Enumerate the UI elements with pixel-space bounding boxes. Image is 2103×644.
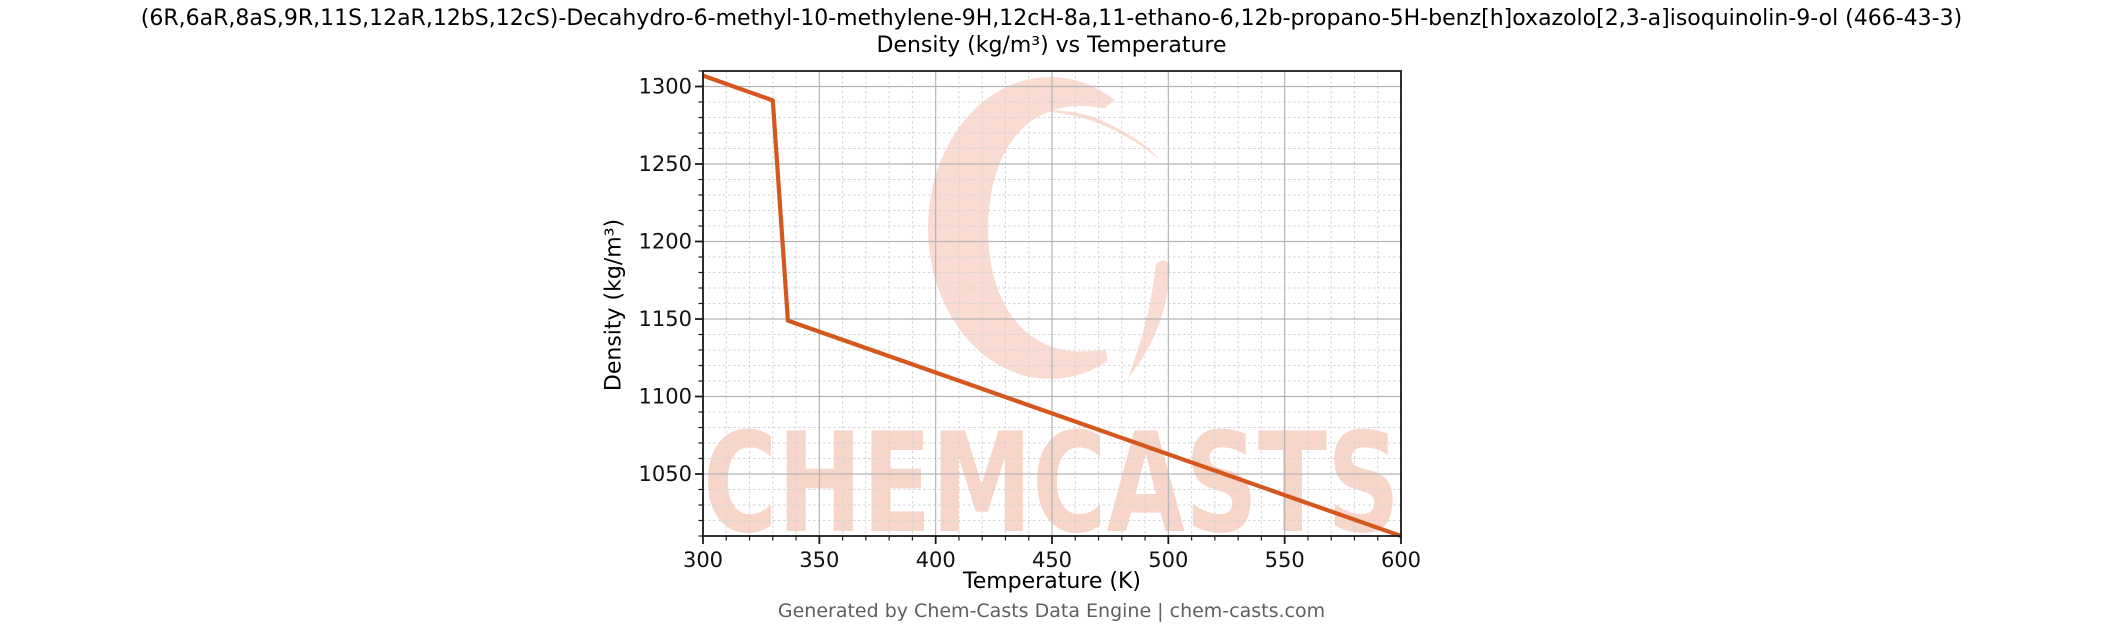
svg-text:350: 350 [799, 548, 839, 572]
svg-text:1300: 1300 [639, 75, 692, 99]
svg-text:1150: 1150 [639, 307, 692, 331]
svg-text:1250: 1250 [639, 152, 692, 176]
footer-attribution: Generated by Chem-Casts Data Engine | ch… [777, 600, 1326, 622]
svg-text:300: 300 [683, 548, 723, 572]
axis-ticks [695, 70, 1402, 544]
svg-text:1200: 1200 [639, 230, 692, 254]
svg-text:1100: 1100 [639, 385, 692, 409]
svg-text:1050: 1050 [639, 462, 692, 486]
y-tick-labels: 1050 1100 1150 1200 1250 1300 [639, 75, 692, 487]
svg-text:600: 600 [1381, 548, 1421, 572]
chart-title: Density (kg/m³) vs Temperature [876, 33, 1227, 58]
x-axis-label: Temperature (K) [963, 569, 1141, 594]
svg-text:400: 400 [916, 548, 956, 572]
x-tick-labels: 300 350 400 450 500 550 600 [683, 548, 1421, 572]
major-gridlines [702, 71, 1402, 536]
svg-text:550: 550 [1265, 548, 1305, 572]
compound-title: (6R,6aR,8aS,9R,11S,12aR,12bS,12cS)-Decah… [140, 6, 1963, 31]
chemcasts-swirl-logo-icon [928, 77, 1170, 379]
svg-text:500: 500 [1148, 548, 1188, 572]
density-line-series [702, 73, 1402, 538]
svg-text:450: 450 [1032, 548, 1072, 572]
